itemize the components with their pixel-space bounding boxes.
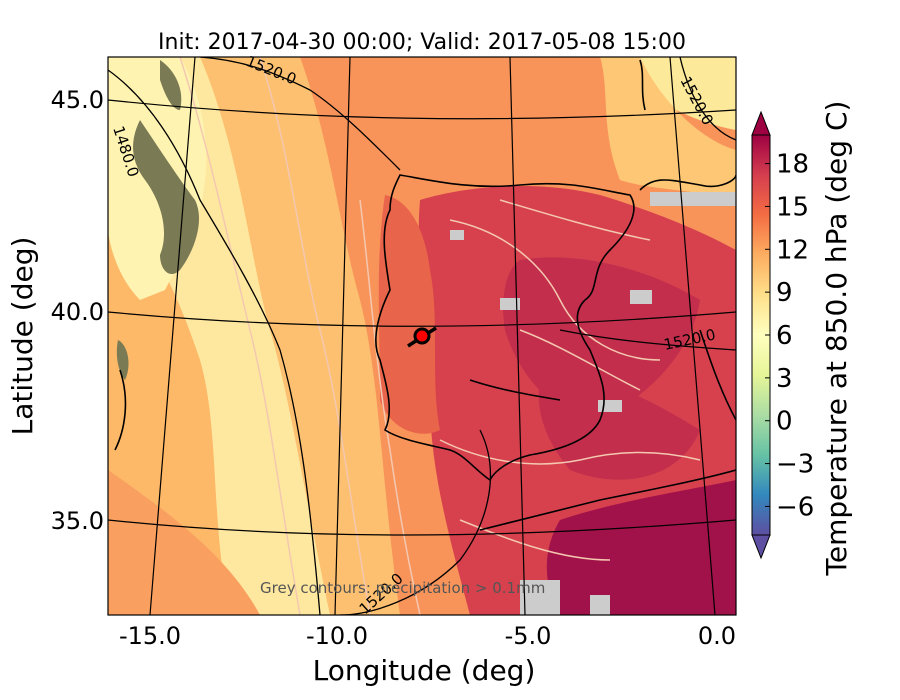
temperature-contours <box>179 57 701 615</box>
x-tick-label: -15.0 <box>119 622 181 650</box>
coastlines <box>114 59 736 531</box>
colorbar-tick-label: −6 <box>776 492 814 522</box>
highland-patch <box>133 120 200 275</box>
chart-title: Init: 2017-04-30 00:00; Valid: 2017-05-0… <box>158 30 686 55</box>
colorbar: 18 15 12 9 6 3 0 −3 −6 <box>751 110 814 560</box>
colorbar-label: Temperature at 850.0 hPa (deg C) <box>820 101 853 577</box>
y-tick-label: 40.0 <box>51 298 104 326</box>
precip-note: Grey contours: precipitation > 0.1mm <box>260 579 545 597</box>
x-tick-labels: -15.0 -10.0 -5.0 0.0 <box>119 622 736 650</box>
colorbar-tick-label: 12 <box>776 235 809 265</box>
colorbar-tick-label: 0 <box>776 407 793 437</box>
y-axis-label: Latitude (deg) <box>6 237 39 436</box>
colorbar-tick-label: −3 <box>776 450 814 480</box>
y-tick-label: 45.0 <box>51 86 104 114</box>
colorbar-tick-label: 15 <box>776 192 809 222</box>
colorbar-tick-label: 6 <box>776 321 793 351</box>
colorbar-tick-label: 3 <box>776 364 793 394</box>
x-tick-label: -10.0 <box>306 622 368 650</box>
y-tick-label: 35.0 <box>51 507 104 535</box>
x-tick-label: 0.0 <box>698 622 736 650</box>
colorbar-lower-arrow <box>751 534 771 560</box>
location-marker-icon <box>407 326 437 348</box>
colorbar-tick-label: 18 <box>776 150 809 180</box>
y-tick-labels: 45.0 40.0 35.0 <box>51 86 104 535</box>
x-tick-label: -5.0 <box>505 622 552 650</box>
graticule <box>108 57 736 615</box>
map-frame <box>107 56 737 616</box>
geopotential-contours <box>108 57 736 615</box>
temperature-field <box>108 57 736 615</box>
x-axis-label: Longitude (deg) <box>313 654 536 687</box>
colorbar-tick-label: 9 <box>776 278 793 308</box>
colorbar-upper-arrow <box>751 110 771 136</box>
